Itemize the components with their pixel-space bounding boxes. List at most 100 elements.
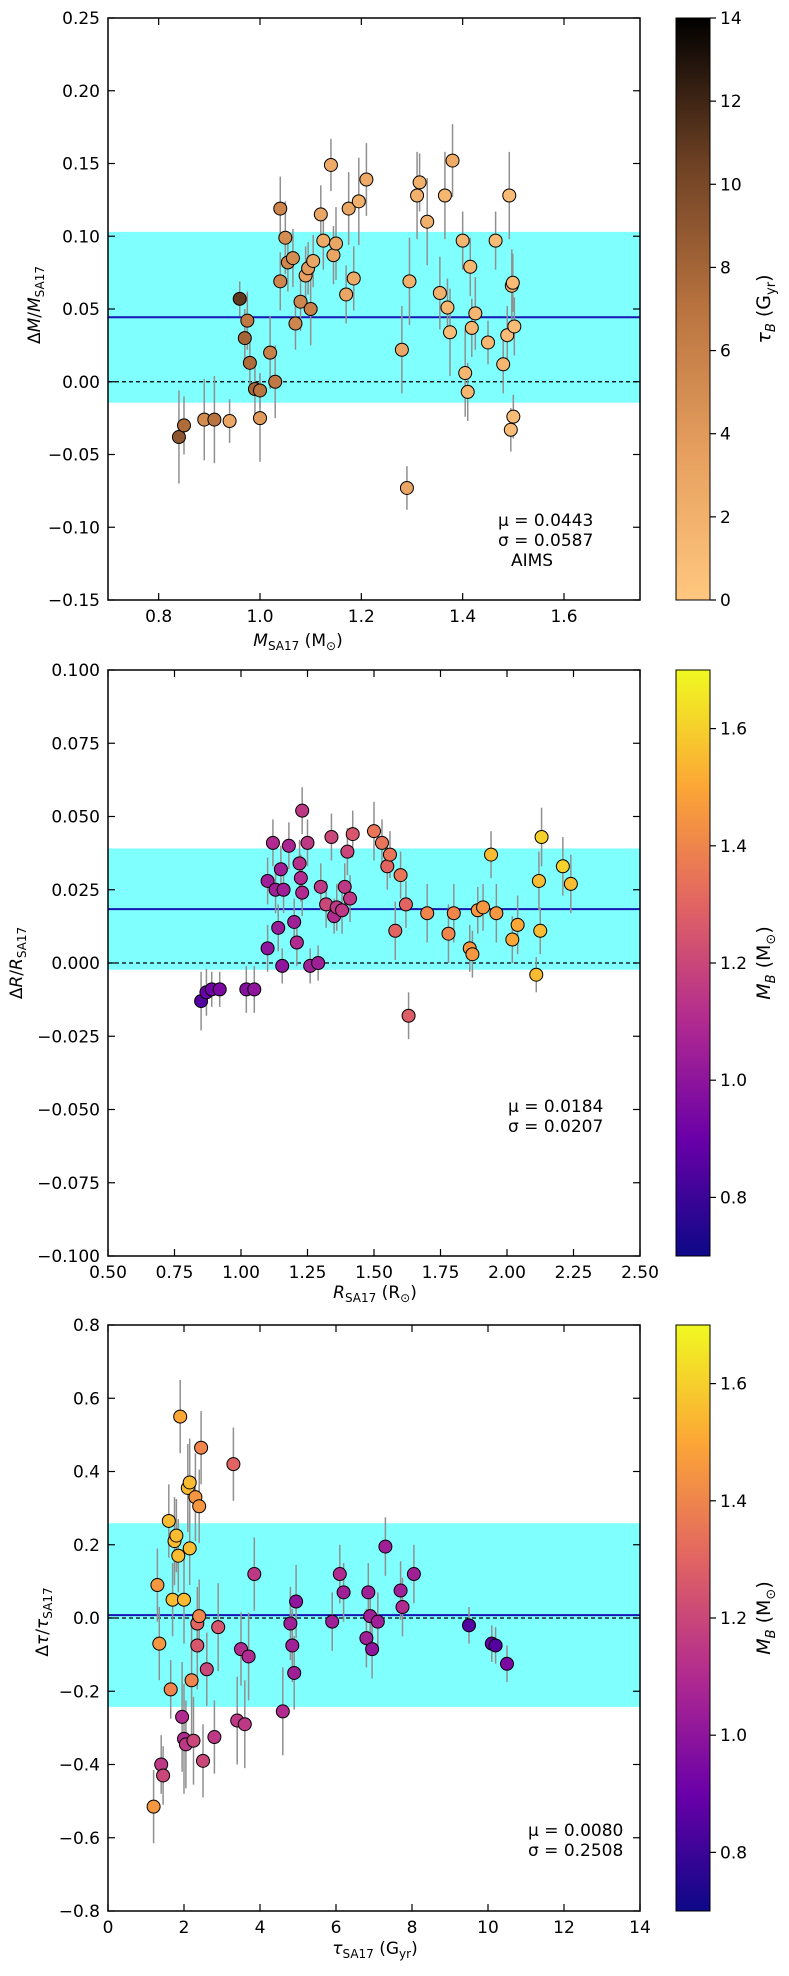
y-tick-label: 0.15 [62, 155, 100, 175]
y-tick-label: 0.000 [51, 954, 100, 974]
data-point [325, 1614, 340, 1629]
data-point [341, 201, 356, 216]
x-ticks: 0.50 0.75 1.00 1.25 1.50 1.75 2.00 2.25 2.50 [89, 670, 659, 1283]
data-point [402, 274, 417, 289]
colorbar-ticks: 0 2 4 6 8 10 12 14 [710, 9, 742, 611]
data-point [510, 917, 525, 932]
data-point [300, 835, 315, 850]
y-axis-label: ΔM/MSA17 [25, 266, 47, 344]
colorbar: 0.8 1.0 1.2 1.4 1.6 MB (M⊙) [675, 669, 779, 1257]
panel-radius: 0.50 0.75 1.00 1.25 1.50 1.75 2.00 2.25 2.50 −0.… [7, 661, 779, 1305]
y-tick-label: 0.25 [62, 9, 100, 29]
data-point [194, 1440, 209, 1455]
data-point [283, 1616, 298, 1631]
panel-age: 0 2 4 6 8 10 12 14 −0.8 −0.6 −0.4 −0.2 0.0 0.2 0.4 0.6… [33, 1316, 779, 1961]
colorbar-gradient [675, 17, 711, 601]
data-point [367, 824, 381, 839]
data-point [507, 319, 522, 334]
x-ticks: 0.8 1.0 1.2 1.4 1.6 [145, 18, 578, 627]
stat-mu: μ = 0.0080 [528, 1821, 623, 1841]
data-point [446, 906, 461, 921]
data-point [412, 175, 427, 190]
data-point [190, 1638, 205, 1653]
x-tick-label: 1.25 [289, 1263, 327, 1283]
data-point [337, 879, 352, 894]
data-point [273, 274, 288, 289]
y-tick-label: −0.4 [59, 1756, 100, 1776]
x-tick-label: 12 [553, 1918, 575, 1938]
data-point [502, 188, 517, 203]
y-tick-label: −0.025 [37, 1027, 100, 1047]
data-points [146, 1379, 514, 1844]
data-point [335, 903, 350, 918]
x-tick-label: 1.2 [348, 607, 375, 627]
data-point [177, 418, 191, 433]
data-point [420, 214, 435, 229]
x-tick-label: 2.50 [621, 1263, 659, 1283]
data-point [458, 366, 473, 381]
x-tick-label: 0.8 [145, 607, 172, 627]
colorbar-tick-label: 6 [720, 342, 731, 362]
colorbar-tick-label: 1.4 [720, 1492, 747, 1512]
data-point [303, 302, 318, 316]
data-point [311, 956, 326, 970]
data-point [484, 847, 499, 862]
data-point [488, 1638, 503, 1653]
data-point [169, 1528, 184, 1543]
stat-sigma: σ = 0.0207 [508, 1117, 603, 1137]
data-point [332, 1567, 347, 1582]
x-tick-label: 0 [103, 1918, 114, 1938]
data-point [401, 1008, 416, 1023]
data-point [313, 207, 328, 222]
data-point [393, 1583, 408, 1598]
data-point [398, 897, 413, 912]
data-point [247, 1567, 262, 1582]
x-axis-label: RSA17 (R⊙) [333, 1283, 417, 1305]
colorbar-tick-label: 4 [720, 425, 731, 445]
y-tick-label: 0.2 [73, 1536, 100, 1556]
data-point [394, 342, 409, 357]
y-tick-label: 0.10 [62, 227, 100, 247]
data-point [468, 306, 483, 321]
data-point [253, 383, 267, 398]
data-point [177, 1592, 191, 1607]
data-point [293, 871, 308, 886]
data-point [278, 230, 293, 245]
x-tick-label: 1.4 [449, 607, 476, 627]
colorbar-tick-label: 1.2 [720, 954, 747, 974]
data-point [271, 920, 286, 935]
data-point [505, 275, 520, 290]
x-tick-label: 1.75 [422, 1263, 460, 1283]
data-point [323, 157, 338, 172]
x-tick-label: 10 [477, 1918, 499, 1938]
data-point [534, 830, 549, 845]
data-point [287, 914, 302, 929]
data-point [212, 982, 227, 997]
data-point [393, 868, 408, 883]
data-point [326, 248, 341, 263]
data-point [289, 935, 304, 950]
x-ticks: 0 2 4 6 8 10 12 14 [103, 1325, 651, 1938]
colorbar-tick-label: 1.6 [720, 1375, 747, 1395]
data-point [399, 480, 414, 495]
data-point [455, 233, 470, 248]
colorbar: 0.8 1.0 1.2 1.4 1.6 MB (M⊙) [675, 1324, 779, 1912]
colorbar-tick-label: 12 [720, 92, 742, 112]
data-point [150, 1578, 165, 1593]
data-point [410, 188, 425, 203]
data-point [533, 923, 548, 938]
data-point [500, 1656, 514, 1671]
data-point [226, 1457, 241, 1472]
data-point [465, 947, 480, 962]
y-tick-label: −0.10 [48, 518, 100, 538]
data-point [163, 1682, 178, 1697]
y-tick-label: 0.075 [51, 734, 100, 754]
colorbar-tick-label: 1.0 [720, 1071, 747, 1091]
y-tick-label: 0.050 [51, 808, 100, 828]
data-point [241, 1649, 256, 1664]
colorbar-tick-label: 1.6 [720, 720, 747, 740]
data-point [253, 411, 267, 426]
data-point [359, 172, 374, 187]
data-point [237, 1717, 252, 1732]
